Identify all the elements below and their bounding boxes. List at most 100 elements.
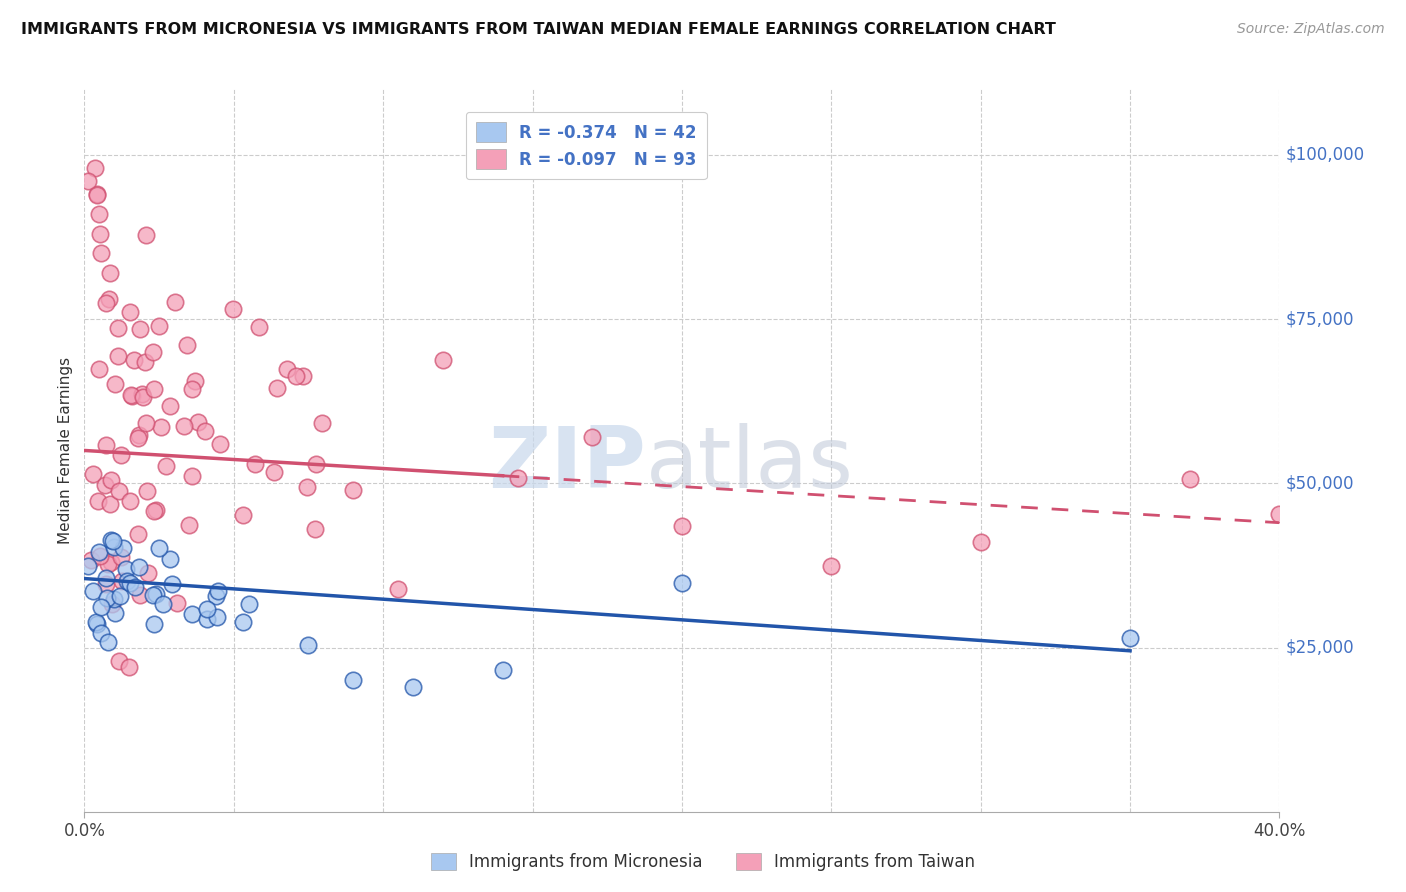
Point: [110, 550, 132, 565]
Point: [402, 680, 425, 694]
Point: [276, 362, 298, 376]
Point: [143, 504, 166, 518]
Point: [311, 417, 333, 431]
Point: [135, 228, 157, 243]
Point: [121, 388, 143, 402]
Point: [94, 571, 117, 585]
Point: [195, 612, 218, 626]
Point: [82, 583, 104, 598]
Point: [160, 577, 183, 591]
Point: [134, 416, 156, 430]
Point: [305, 457, 328, 471]
Point: [108, 589, 131, 603]
Point: [181, 382, 204, 396]
Point: [96, 591, 118, 605]
Point: [82, 467, 104, 481]
Point: [98, 497, 121, 511]
Point: [183, 374, 205, 388]
Point: [89, 549, 111, 564]
Text: $75,000: $75,000: [1285, 310, 1354, 328]
Point: [97, 558, 120, 572]
Point: [970, 535, 993, 549]
Text: atlas: atlas: [647, 424, 853, 507]
Point: [98, 266, 121, 280]
Point: [104, 606, 127, 620]
Point: [671, 519, 693, 533]
Point: [432, 352, 454, 367]
Point: [1268, 507, 1291, 521]
Point: [506, 471, 529, 485]
Point: [103, 540, 125, 554]
Point: [266, 381, 288, 395]
Point: [159, 400, 181, 414]
Point: [205, 589, 228, 603]
Point: [173, 419, 195, 434]
Point: [134, 355, 156, 369]
Point: [96, 296, 118, 310]
Legend: Immigrants from Micronesia, Immigrants from Taiwan: Immigrants from Micronesia, Immigrants f…: [422, 845, 984, 880]
Point: [120, 493, 142, 508]
Point: [1178, 472, 1201, 486]
Point: [86, 187, 108, 202]
Point: [232, 615, 254, 629]
Point: [292, 369, 315, 384]
Point: [176, 338, 198, 352]
Point: [187, 415, 209, 429]
Point: [181, 469, 204, 483]
Point: [152, 597, 174, 611]
Point: [89, 227, 111, 241]
Point: [107, 320, 129, 334]
Point: [581, 430, 603, 444]
Point: [110, 448, 132, 462]
Text: $100,000: $100,000: [1285, 146, 1365, 164]
Point: [124, 580, 146, 594]
Point: [142, 588, 165, 602]
Point: [177, 518, 200, 533]
Point: [132, 390, 155, 404]
Point: [342, 673, 364, 688]
Point: [136, 566, 159, 580]
Point: [207, 584, 229, 599]
Point: [84, 615, 107, 630]
Point: [195, 602, 218, 616]
Point: [127, 431, 149, 445]
Point: [671, 576, 693, 591]
Point: [820, 559, 842, 574]
Point: [131, 387, 153, 401]
Point: [79, 552, 101, 566]
Point: [108, 483, 131, 498]
Point: [97, 634, 120, 648]
Point: [120, 304, 142, 318]
Point: [115, 574, 138, 588]
Point: [90, 626, 112, 640]
Point: [205, 609, 228, 624]
Point: [87, 545, 110, 559]
Point: [135, 483, 157, 498]
Point: [103, 592, 125, 607]
Point: [145, 502, 167, 516]
Point: [148, 318, 170, 333]
Point: [238, 597, 260, 611]
Point: [87, 207, 110, 221]
Point: [165, 294, 187, 309]
Point: [129, 588, 152, 602]
Text: $50,000: $50,000: [1285, 475, 1354, 492]
Point: [181, 607, 204, 622]
Point: [108, 654, 131, 668]
Point: [100, 533, 122, 547]
Point: [100, 598, 122, 612]
Point: [120, 576, 142, 591]
Point: [149, 419, 172, 434]
Point: [93, 478, 115, 492]
Point: [101, 534, 124, 549]
Point: [342, 483, 364, 498]
Point: [155, 458, 177, 473]
Point: [112, 541, 135, 556]
Point: [111, 574, 134, 588]
Point: [127, 527, 149, 541]
Point: [142, 344, 165, 359]
Point: [148, 541, 170, 555]
Point: [304, 522, 326, 536]
Point: [94, 438, 117, 452]
Point: [142, 617, 165, 632]
